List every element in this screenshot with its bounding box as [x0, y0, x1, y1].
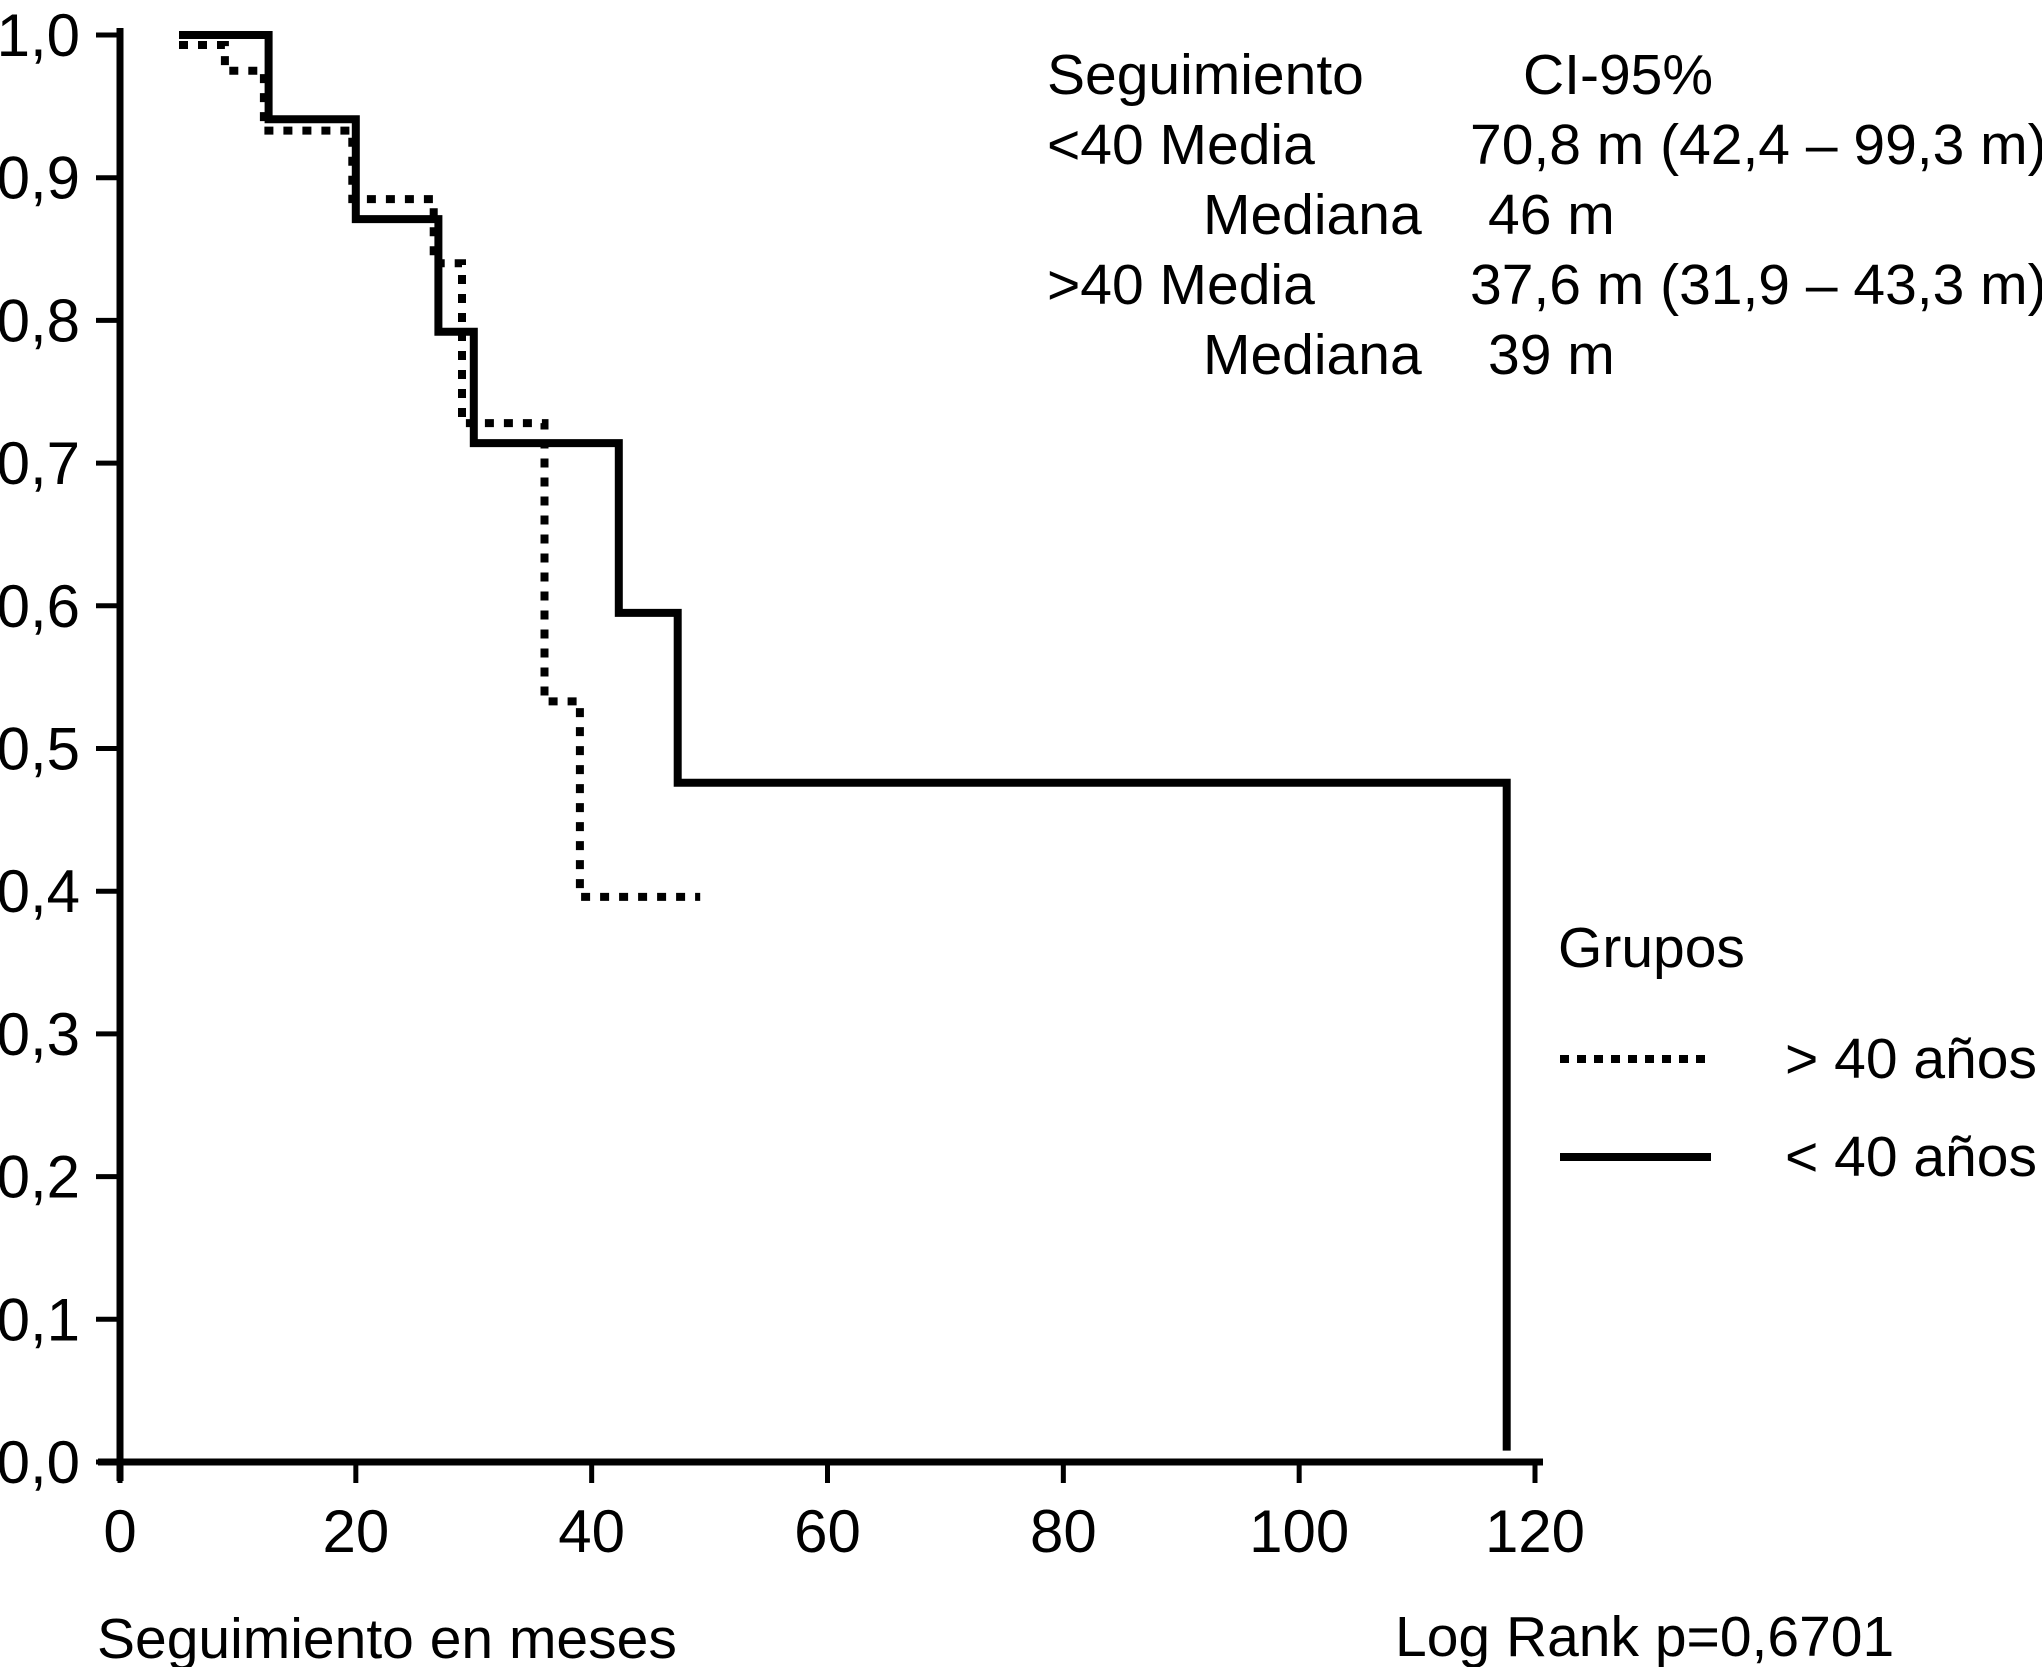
- x-axis-title: Seguimiento en meses: [97, 1607, 677, 1667]
- legend-item-label: > 40 años: [1785, 1027, 2037, 1091]
- curve-lt40-solid: [179, 31, 1511, 1451]
- x-tick-label: 40: [558, 1498, 625, 1565]
- stats-header-value: CI-95%: [1523, 43, 1714, 107]
- stats-header-row: Seguimiento CI-95%: [1047, 40, 2042, 110]
- x-tick-label: 80: [1030, 1498, 1097, 1565]
- stats-row-label: Mediana: [1203, 323, 1422, 387]
- axes: [98, 28, 1543, 1481]
- x-tick-label: 120: [1485, 1498, 1585, 1565]
- x-tick-label: 60: [794, 1498, 861, 1565]
- y-axis-ticks: [96, 32, 118, 1465]
- stats-header-label: Seguimiento: [1047, 43, 1364, 107]
- stats-row-value: 37,6 m (31,9 – 43,3 m): [1470, 253, 2042, 317]
- curve-gt40-dotted: [179, 41, 701, 901]
- y-tick-label: 0,1: [0, 1286, 80, 1353]
- x-tick-label: 20: [322, 1498, 389, 1565]
- x-axis-tick-labels: 0 20 40 60 80 100 120: [103, 1498, 1585, 1565]
- stats-row-value: 46 m: [1488, 183, 1615, 247]
- solid-line-swatch-icon: [1560, 1153, 1711, 1161]
- y-tick-label: 0,2: [0, 1144, 80, 1211]
- stats-block: Seguimiento CI-95% <40 Media 70,8 m (42,…: [1047, 40, 2042, 390]
- y-tick-label: 0,7: [0, 430, 80, 497]
- stats-row: <40 Media 70,8 m (42,4 – 99,3 m): [1047, 110, 2042, 180]
- stats-row-label: <40 Media: [1047, 113, 1315, 177]
- stats-row: Mediana 46 m: [1047, 180, 2042, 250]
- x-tick-label: 0: [103, 1498, 136, 1565]
- y-tick-label: 1,0: [0, 2, 80, 69]
- stats-row: >40 Media 37,6 m (31,9 – 43,3 m): [1047, 250, 2042, 320]
- stats-row-label: >40 Media: [1047, 253, 1315, 317]
- stats-row-label: Mediana: [1203, 183, 1422, 247]
- legend-item-label: < 40 años: [1785, 1125, 2037, 1189]
- legend-item-gt40: > 40 años: [1558, 1026, 2037, 1092]
- y-tick-label: 0,9: [0, 145, 80, 212]
- x-tick-label: 100: [1249, 1498, 1349, 1565]
- stats-row-value: 70,8 m (42,4 – 99,3 m): [1470, 113, 2042, 177]
- y-tick-label: 0,6: [0, 573, 80, 640]
- x-axis-ticks: [117, 1462, 1538, 1483]
- y-tick-label: 0,5: [0, 716, 80, 783]
- y-tick-label: 0,4: [0, 858, 80, 925]
- log-rank-p-value: Log Rank p=0,6701: [1395, 1605, 1895, 1667]
- stats-row: Mediana 39 m: [1047, 320, 2042, 390]
- y-axis-tick-labels: 0,0 0,1 0,2 0,3 0,4 0,5 0,6 0,7 0,8 0,9 1,0: [0, 2, 80, 1496]
- y-tick-label: 0,0: [0, 1429, 80, 1496]
- legend-title: Grupos: [1558, 916, 1745, 980]
- dotted-line-swatch-icon: [1560, 1055, 1711, 1063]
- legend-item-lt40: < 40 años: [1558, 1124, 2037, 1190]
- legend: Grupos > 40 años < 40 años: [1558, 916, 2042, 1189]
- y-tick-label: 0,8: [0, 287, 80, 354]
- y-tick-label: 0,3: [0, 1001, 80, 1068]
- stats-row-value: 39 m: [1488, 323, 1615, 387]
